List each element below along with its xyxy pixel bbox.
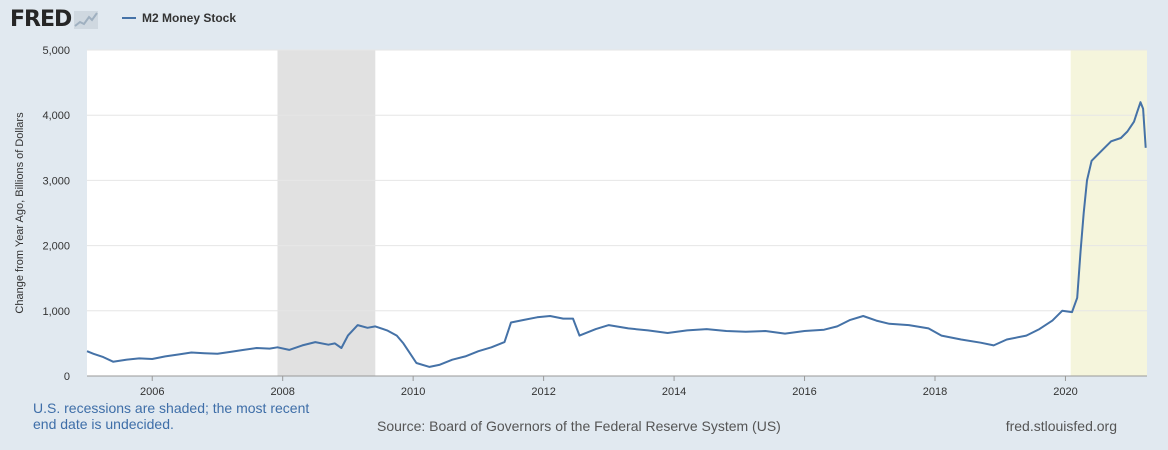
fred-url-link[interactable]: fred.stlouisfed.org xyxy=(1005,418,1117,434)
x-tick-label: 2020 xyxy=(1053,386,1077,398)
series-layer xyxy=(86,101,1147,368)
x-tick-label: 2010 xyxy=(401,386,425,398)
y-tick-label: 4,000 xyxy=(42,110,70,122)
plot-area xyxy=(87,50,1147,376)
fred-logo: FRED xyxy=(10,7,99,32)
line-chart-icon xyxy=(74,10,99,29)
recession-note: U.S. recessions are shaded; the most rec… xyxy=(33,400,310,432)
x-axis: 2006 2008 2010 2012 2014 2016 2018 2020 xyxy=(87,375,1147,398)
legend-swatch xyxy=(122,17,136,19)
x-tick-label: 2018 xyxy=(923,386,947,398)
x-tick-label: 2014 xyxy=(662,386,686,398)
source-credit: Source: Board of Governors of the Federa… xyxy=(377,418,781,434)
x-tick-label: 2006 xyxy=(140,386,164,398)
y-tick-label: 3,000 xyxy=(42,175,70,187)
shaded-periods xyxy=(277,50,1147,376)
y-axis: 0 1,000 2,000 3,000 4,000 5,000 xyxy=(42,45,70,383)
y-axis-label: Change from Year Ago, Billions of Dollar… xyxy=(14,112,26,314)
y-tick-label: 0 xyxy=(64,371,70,383)
x-tick-label: 2016 xyxy=(792,386,816,398)
x-tick-label: 2008 xyxy=(270,386,294,398)
x-tick-label: 2012 xyxy=(531,386,555,398)
fred-logo-text: FRED xyxy=(10,7,72,32)
chart-legend: M2 Money Stock xyxy=(122,11,236,25)
y-tick-label: 1,000 xyxy=(42,306,70,318)
y-tick-label: 2,000 xyxy=(42,241,70,253)
series-line-m2-money-stock xyxy=(86,101,1147,368)
y-tick-label: 5,000 xyxy=(42,45,70,57)
legend-label: M2 Money Stock xyxy=(142,11,237,25)
recession-shade xyxy=(277,50,376,376)
undecided-recession-shade xyxy=(1070,50,1147,376)
